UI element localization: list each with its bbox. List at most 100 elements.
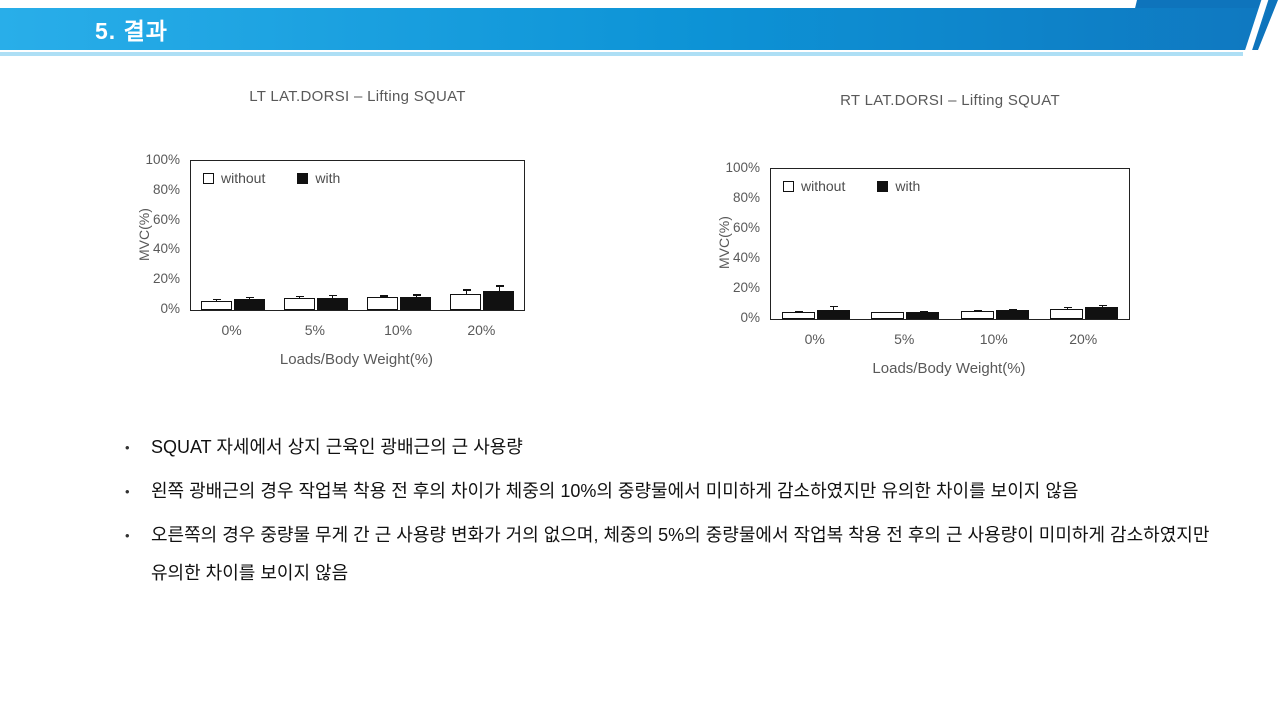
bullet-dot-icon: • <box>125 440 130 455</box>
bullet-text: SQUAT 자세에서 상지 근육인 광배근의 근 사용량 <box>151 437 523 457</box>
legend-label-with: with <box>315 170 341 186</box>
y-tick-label: 60% <box>152 211 180 227</box>
error-bar-cap <box>795 311 804 313</box>
bar-without-10% <box>960 309 994 319</box>
y-tick-label: 0% <box>740 310 760 325</box>
error-bar <box>462 289 471 296</box>
legend-swatch-with <box>297 172 309 184</box>
error-bar <box>1063 307 1072 311</box>
error-bar <box>379 295 388 299</box>
chart-lt-lat-dorsi: LT LAT.DORSI – Lifting SQUAT MVC(%) with… <box>130 88 550 378</box>
legend-item-with: with <box>297 170 340 186</box>
y-tick-label: 60% <box>732 220 760 235</box>
legend: without with <box>783 178 920 194</box>
error-bar-cap <box>462 289 471 291</box>
bar-group-5% <box>871 169 940 319</box>
error-bar-cap <box>412 294 421 296</box>
x-tick-label: 5% <box>304 322 325 338</box>
chart-title: LT LAT.DORSI – Lifting SQUAT <box>249 88 466 105</box>
error-bar-cap <box>919 310 928 312</box>
error-bar-cap <box>1009 308 1018 310</box>
bar-with-5% <box>316 295 348 310</box>
bar-group-20% <box>1050 169 1119 319</box>
y-tick-label: 20% <box>732 280 760 295</box>
bar-without-20% <box>450 289 482 310</box>
error-bar <box>246 296 255 299</box>
y-tick-label: 0% <box>160 301 180 316</box>
bar-with-20% <box>1085 304 1119 319</box>
bullet-item: • SQUAT 자세에서 상지 근육인 광배근의 근 사용량 <box>125 428 1220 467</box>
bar-without-20% <box>1050 307 1084 319</box>
bar-without-5% <box>283 296 315 310</box>
y-tick-label: 100% <box>145 152 180 167</box>
x-axis-label: Loads/Body Weight(%) <box>279 351 434 368</box>
bullet-dot-icon: • <box>125 528 130 543</box>
bar-group-20% <box>450 161 515 310</box>
legend-swatch-without <box>203 172 214 184</box>
y-tick-label: 20% <box>152 271 180 287</box>
bullet-item: • 오른쪽의 경우 중량물 무게 간 근 사용량 변화가 거의 없으며, 체중의 … <box>125 516 1220 592</box>
error-bar <box>412 294 421 297</box>
legend-label-without: without <box>801 178 846 194</box>
bar-with-0% <box>233 296 265 310</box>
legend-swatch-with <box>877 180 889 192</box>
bar-without-5% <box>871 311 905 319</box>
bar-with-10% <box>400 294 432 310</box>
chart-rt-lat-dorsi: RT LAT.DORSI – Lifting SQUAT MVC(%) with… <box>710 92 1155 392</box>
legend-item-with: with <box>877 178 920 194</box>
error-bar <box>1009 308 1018 310</box>
x-tick-label: 0% <box>804 331 825 347</box>
error-bar-cap <box>213 299 222 301</box>
legend-item-without: without <box>203 170 265 186</box>
chart-title: RT LAT.DORSI – Lifting SQUAT <box>840 92 1060 109</box>
error-bar <box>974 309 983 312</box>
error-bar-cap <box>329 295 338 297</box>
legend-swatch-without <box>783 180 794 192</box>
error-bar-cap <box>1098 304 1107 306</box>
header-underline <box>0 52 1243 56</box>
y-tick-label: 40% <box>732 250 760 265</box>
x-tick-label: 0% <box>221 322 242 338</box>
error-bar <box>919 310 928 313</box>
error-bar-cap <box>296 296 305 298</box>
legend-label-with: with <box>895 178 921 194</box>
plot-area: without with <box>770 168 1130 320</box>
bar-with-5% <box>906 310 940 319</box>
bar-with-0% <box>816 305 850 319</box>
bar-group-5% <box>283 161 348 310</box>
error-bar-cap <box>495 285 504 287</box>
x-tick-label: 20% <box>1069 331 1098 347</box>
page-title: 5. 결과 <box>95 18 168 44</box>
x-tick-label: 20% <box>467 322 496 338</box>
bar-group-0% <box>781 169 850 319</box>
x-tick-label: 10% <box>384 322 413 338</box>
bullet-text: 오른쪽의 경우 중량물 무게 간 근 사용량 변화가 거의 없으며, 체중의 5… <box>151 525 1210 583</box>
bar-group-10% <box>367 161 432 310</box>
bullet-dot-icon: • <box>125 484 130 499</box>
y-tick-label: 100% <box>725 160 760 175</box>
x-tick-label: 5% <box>894 331 915 347</box>
bar-without-0% <box>200 299 232 310</box>
bar-with-10% <box>995 308 1029 319</box>
error-bar-cap <box>884 311 893 313</box>
bullet-item: • 왼쪽 광배근의 경우 작업복 착용 전 후의 차이가 체중의 10%의 중량물… <box>125 472 1220 511</box>
error-bar <box>884 311 893 314</box>
bar-without-10% <box>367 295 399 310</box>
bar-without-0% <box>781 311 815 319</box>
error-bar <box>1098 304 1107 307</box>
x-tick-label: 10% <box>979 331 1008 347</box>
error-bar <box>213 299 222 303</box>
error-bar <box>296 296 305 300</box>
error-bar <box>830 305 839 310</box>
error-bar <box>495 285 504 292</box>
error-bar-cap <box>1063 307 1072 309</box>
error-bar-cap <box>974 309 983 311</box>
plot-area: without with <box>190 160 525 311</box>
y-tick-label: 80% <box>152 181 180 197</box>
error-bar-cap <box>379 295 388 297</box>
error-bar <box>329 295 338 299</box>
bar-with-20% <box>483 285 515 310</box>
legend-label-without: without <box>221 170 266 186</box>
bar-group-0% <box>200 161 265 310</box>
